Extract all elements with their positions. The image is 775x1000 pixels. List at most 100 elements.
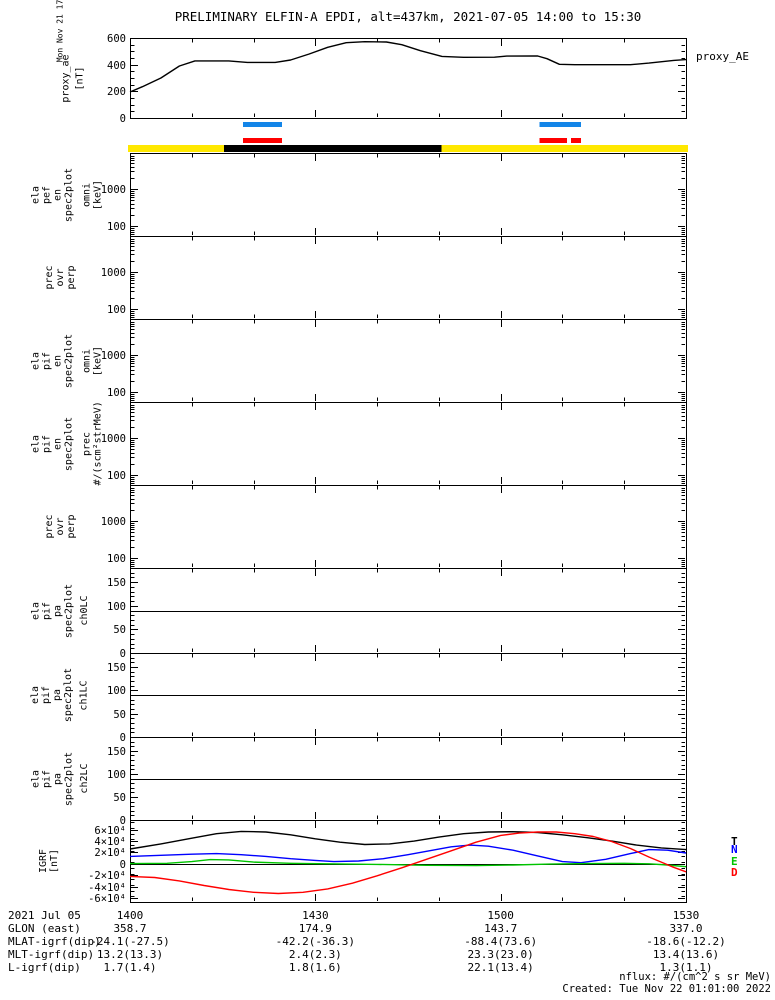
y-tick-label-p8: 0	[119, 814, 126, 827]
y-tick-label-igrf: 0	[119, 858, 126, 871]
panel-left-label-p2: prec ovr perp	[43, 265, 77, 290]
panel-border-p4	[130, 402, 687, 486]
igrf-series-D	[129, 831, 687, 895]
y-tick-label-p6: 150	[107, 576, 126, 589]
ephemeris-row-label: GLON (east)	[8, 922, 81, 935]
epoch-bar-blue	[539, 122, 581, 127]
created-timestamp: Created: Tue Nov 22 01:01:00 2022	[562, 983, 771, 995]
time-tick-label: 1400	[116, 909, 144, 922]
ephemeris-value: 1.7(1.4)	[103, 961, 157, 974]
panel-left-label-p3: ela pif en spec2plot	[30, 333, 74, 388]
nflux-units-note: nflux: #/(cm^2 s sr MeV)	[619, 971, 771, 983]
epoch-bar-blue	[243, 122, 282, 127]
ephemeris-value: -42.2(-36.3)	[275, 935, 356, 948]
y-tick-label-igrf: 4×10⁴	[94, 835, 126, 848]
ephemeris-value: 23.3(23.0)	[467, 948, 534, 961]
proxy-ae-series-label: proxy_AE	[696, 50, 749, 63]
y-tick-label-p5: 100	[107, 552, 126, 565]
panel-border-p1	[130, 153, 687, 237]
ephemeris-value: 13.2(13.3)	[96, 948, 164, 961]
panel-unit-label-p6: ch0LC	[78, 595, 90, 626]
igrf-legend-letter-N: N	[731, 843, 738, 856]
epoch-bar-black	[223, 145, 442, 152]
panel-unit-label-proxy: [nT]	[74, 65, 86, 91]
y-tick-label-p7: 100	[107, 684, 126, 697]
y-tick-label-p7: 0	[119, 731, 126, 744]
y-tick-label-igrf: 6×10⁴	[94, 824, 126, 837]
panel-border-p2	[130, 236, 687, 320]
y-tick-label-p7: 150	[107, 661, 126, 674]
ephemeris-value: 337.0	[669, 922, 703, 935]
y-tick-label-p1: 1000	[100, 183, 126, 196]
time-tick-label: 1500	[487, 909, 514, 922]
igrf-series-T	[129, 830, 687, 851]
panel-unit-label-p4: prec #/(scm²strMeV)	[81, 400, 103, 485]
time-tick-label: 1530	[672, 909, 700, 922]
epoch-bar-red	[571, 138, 581, 143]
y-tick-label-p8: 100	[107, 768, 126, 781]
panel-left-label-p1: ela pef en spec2plot	[30, 167, 74, 222]
y-tick-label-igrf: -4×10⁴	[88, 881, 126, 894]
y-tick-label-proxy: 400	[107, 59, 126, 72]
igrf-legend-letter-E: E	[731, 855, 738, 868]
y-tick-label-igrf: -6×10⁴	[88, 892, 126, 905]
panel-unit-label-p7: ch1LC	[78, 679, 90, 711]
y-tick-label-p4: 1000	[100, 432, 126, 445]
y-tick-label-p7: 50	[113, 708, 126, 721]
y-tick-label-igrf: -2×10⁴	[88, 869, 126, 882]
y-tick-label-proxy: 0	[119, 112, 126, 125]
panel-left-label-p5: prec ovr perp	[43, 514, 77, 539]
y-tick-label-p5: 1000	[100, 515, 126, 528]
ephemeris-value: -24.1(-27.5)	[90, 935, 170, 948]
ephemeris-value: 1.8(1.6)	[288, 961, 342, 974]
ephemeris-value: 358.7	[113, 922, 147, 935]
panel-border-p3	[130, 319, 687, 403]
epoch-bar-red	[243, 138, 282, 143]
panel-left-label-igrf: IGRF [nT]	[38, 848, 60, 874]
igrf-legend-letter-T: T	[731, 835, 738, 848]
ephemeris-value: 2.4(2.3)	[288, 948, 342, 961]
ephemeris-row-label: MLAT-igrf(dip)	[8, 935, 101, 948]
time-tick-label: 1430	[302, 909, 329, 922]
ephemeris-value: 13.4(13.6)	[652, 948, 720, 961]
ephemeris-value: -88.4(73.6)	[464, 935, 538, 948]
ephemeris-row-label: L-igrf(dip)	[8, 961, 81, 974]
panel-border-p5	[130, 485, 687, 569]
y-tick-label-igrf: 2×10⁴	[94, 846, 126, 859]
panel-border-igrf	[130, 820, 687, 903]
date-label: 2021 Jul 05	[8, 909, 81, 922]
epoch-bar-red	[539, 138, 567, 143]
panel-left-label-p6: ela pif pa spec2plot	[30, 583, 74, 638]
panel-left-label-p4: ela pif en spec2plot	[30, 416, 74, 471]
y-tick-label-p6: 100	[107, 600, 126, 613]
panel-left-label-p7: ela pif pa spec2plot	[30, 667, 74, 723]
y-tick-label-proxy: 600	[107, 32, 126, 45]
panel-unit-label-p8: ch2LC	[78, 763, 90, 794]
y-tick-label-p1: 100	[107, 220, 126, 233]
y-tick-label-p6: 50	[113, 623, 126, 636]
series-proxy-ae	[129, 41, 687, 93]
panel-unit-label-p3: omni [keV]	[81, 345, 103, 376]
ephemeris-row-label: MLT-igrf(dip)	[8, 948, 95, 961]
y-tick-label-p4: 100	[107, 469, 126, 482]
y-tick-label-proxy: 200	[107, 85, 126, 98]
ephemeris-value: 22.1(13.4)	[467, 961, 534, 974]
y-tick-label-p2: 100	[107, 303, 126, 316]
plot-title: PRELIMINARY ELFIN-A EPDI, alt=437km, 202…	[174, 9, 642, 24]
igrf-series-E	[129, 858, 687, 868]
y-tick-label-p2: 1000	[100, 266, 126, 279]
igrf-series-N	[129, 844, 687, 864]
y-tick-label-p3: 100	[107, 386, 126, 399]
ephemeris-value: 174.9	[298, 922, 332, 935]
panel-unit-label-p1: omni [keV]	[81, 179, 103, 210]
panel-left-label-p8: ela pif pa spec2plot	[30, 751, 74, 806]
ephemeris-value: -18.6(-12.2)	[646, 935, 726, 948]
panel-left-label-proxy: proxy_ae	[60, 53, 72, 103]
y-tick-label-p8: 50	[113, 791, 126, 804]
y-tick-label-p6: 0	[119, 647, 126, 660]
ephemeris-value: 143.7	[484, 922, 518, 935]
y-tick-label-p8: 150	[107, 745, 126, 758]
igrf-legend-letter-D: D	[731, 866, 738, 879]
